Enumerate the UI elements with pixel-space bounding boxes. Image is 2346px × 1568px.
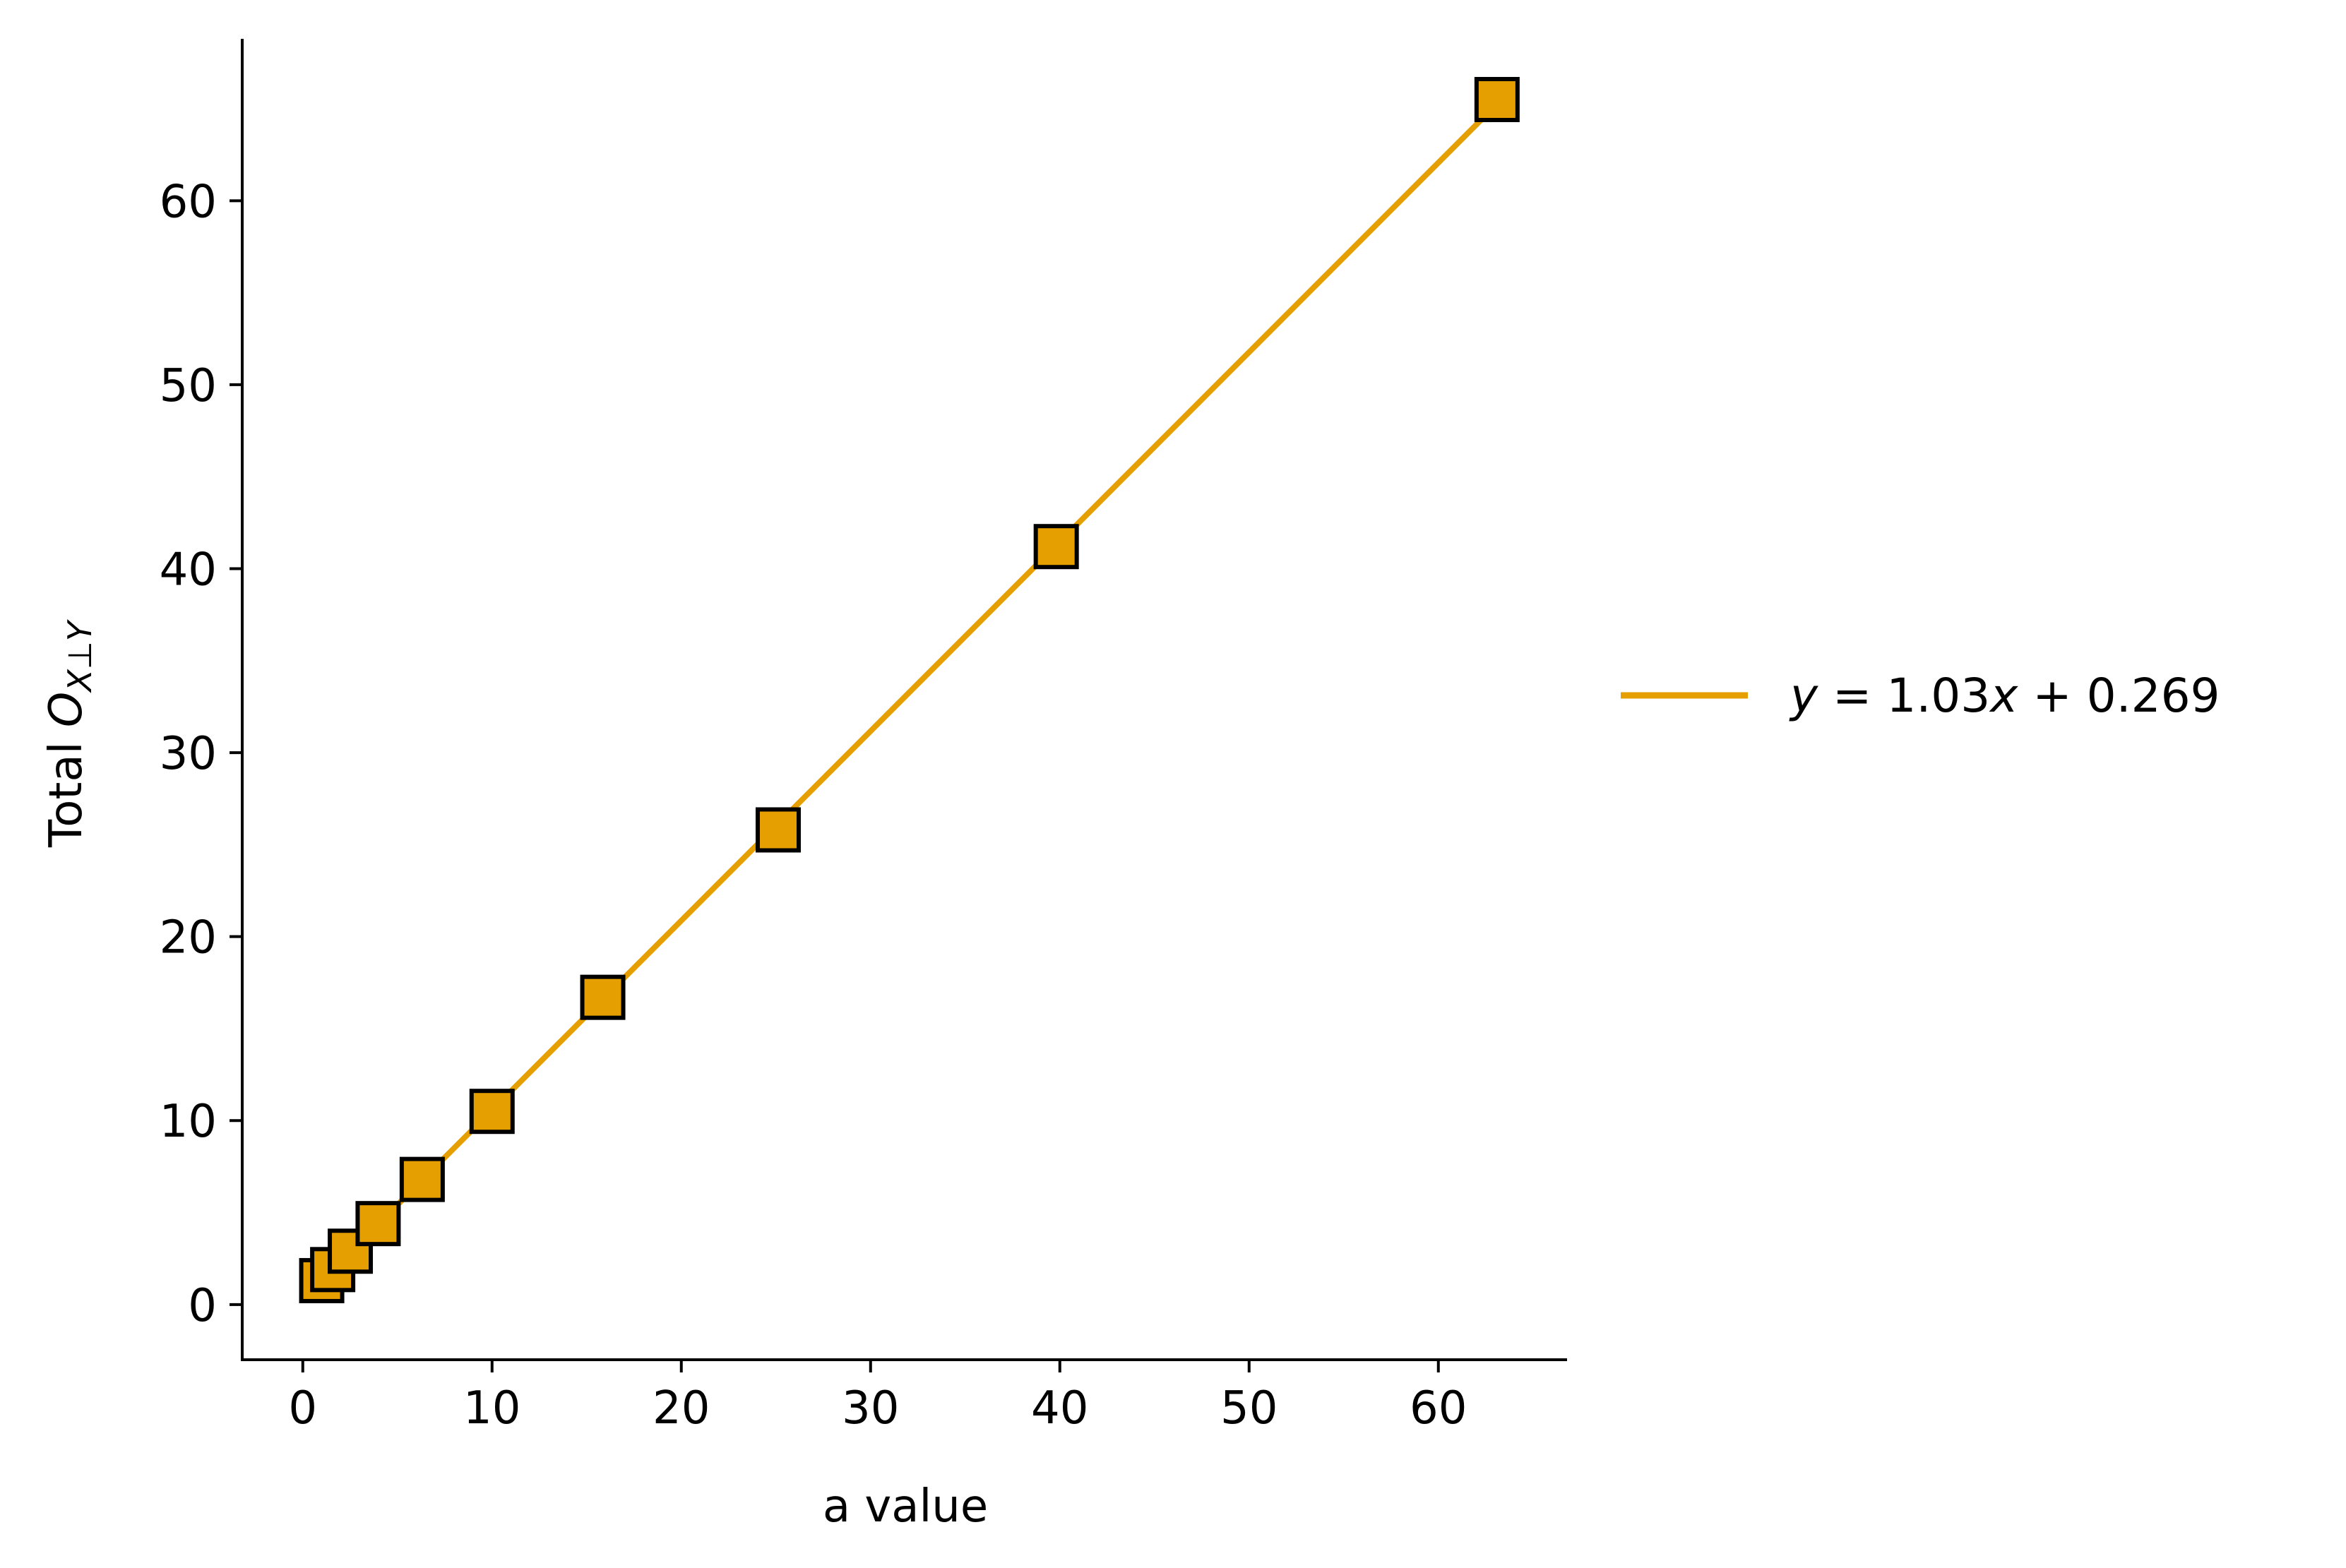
- axes: [241, 39, 1567, 1361]
- data-point: [580, 974, 626, 1020]
- legend-fit-label-y: y: [1789, 669, 1818, 723]
- legend-fit-label-slope: = 1.03: [1818, 669, 1990, 723]
- x-axis-ticks: 0 10 20 30 40 50 60: [288, 1360, 1467, 1435]
- legend-fit-label: y = 1.03x + 0.269: [1789, 669, 2220, 723]
- data-point: [1033, 524, 1079, 570]
- y-axis-label-prefix: Total: [40, 727, 93, 848]
- x-tick-label: 40: [1031, 1382, 1088, 1435]
- data-point: [355, 1201, 401, 1247]
- y-tick-label: 30: [160, 728, 217, 780]
- x-tick-label: 0: [288, 1382, 317, 1435]
- data-point: [399, 1156, 445, 1202]
- legend-fit-label-x: x: [1989, 669, 2018, 723]
- legend: y = 1.03x + 0.269: [1621, 669, 2220, 723]
- plot-area: [299, 76, 1520, 1303]
- y-axis-label-symbol: O: [40, 692, 93, 727]
- y-axis-ticks: 0 10 20 30 40 50 60: [160, 176, 242, 1332]
- x-tick-label: 10: [463, 1382, 520, 1435]
- legend-fit-label-intercept: + 0.269: [2018, 669, 2220, 723]
- y-axis-label: Total OX⊥Y: [40, 618, 99, 848]
- x-tick-label: 60: [1410, 1382, 1467, 1435]
- y-tick-label: 0: [188, 1280, 217, 1332]
- y-tick-label: 40: [160, 544, 217, 596]
- y-tick-label: 20: [160, 912, 217, 964]
- x-axis-label: a value: [823, 1480, 988, 1533]
- y-axis-label-subscript: X⊥Y: [61, 618, 99, 693]
- data-point: [328, 1228, 374, 1274]
- x-tick-label: 50: [1220, 1382, 1278, 1435]
- x-tick-label: 20: [653, 1382, 710, 1435]
- data-point: [1474, 76, 1520, 122]
- x-tick-label: 30: [842, 1382, 899, 1435]
- y-tick-label: 10: [160, 1096, 217, 1148]
- data-point: [755, 807, 801, 853]
- y-tick-label: 50: [160, 360, 217, 412]
- y-tick-label: 60: [160, 176, 217, 228]
- data-point: [469, 1089, 515, 1135]
